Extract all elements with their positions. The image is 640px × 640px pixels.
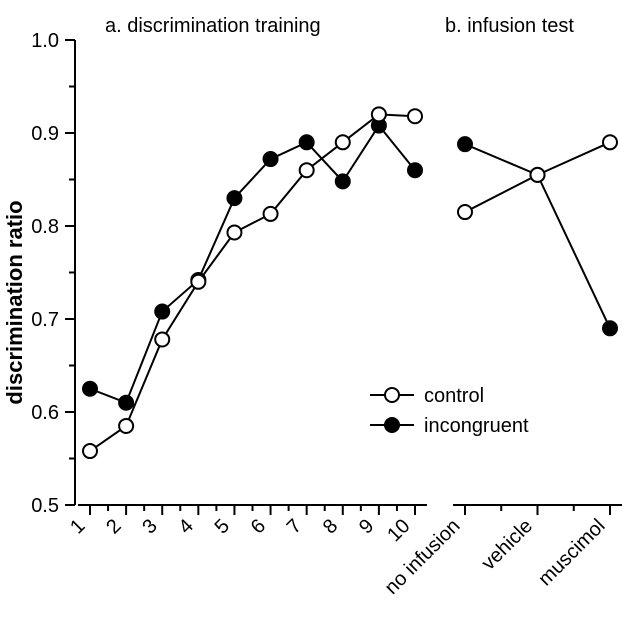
series-b-control-marker bbox=[603, 135, 617, 149]
series-a-incongruent-marker bbox=[83, 382, 97, 396]
chart-container: 0.5 0.6 0.7 0.8 0.9 1.0 discrimination ratio 12… bbox=[0, 0, 640, 640]
series-a-control-marker bbox=[155, 332, 169, 346]
x-tick-label-a: 8 bbox=[319, 515, 342, 538]
legend-marker-icon bbox=[385, 388, 399, 402]
x-tick-label-a: 4 bbox=[174, 515, 197, 538]
x-tick-label-a: 5 bbox=[211, 515, 234, 538]
legend-label: incongruent bbox=[424, 415, 529, 437]
y-tick-label: 0.9 bbox=[31, 123, 59, 145]
series-a-incongruent-marker bbox=[264, 152, 278, 166]
series-a-control-marker bbox=[408, 109, 422, 123]
series-a-incongruent-line bbox=[90, 126, 415, 403]
panel-a-title: a. discrimination training bbox=[105, 15, 321, 37]
legend-label: control bbox=[424, 385, 484, 407]
panel-b-title: b. infusion test bbox=[445, 15, 574, 37]
legend-marker-icon bbox=[385, 418, 399, 432]
chart-svg: 0.5 0.6 0.7 0.8 0.9 1.0 discrimination ratio 12… bbox=[0, 0, 640, 640]
series-a-control-marker bbox=[264, 207, 278, 221]
series-b-control-marker bbox=[458, 205, 472, 219]
x-tick-label-a: 3 bbox=[138, 515, 161, 538]
x-tick-label-a: 10 bbox=[383, 515, 414, 546]
y-tick-label: 0.5 bbox=[31, 495, 59, 517]
series-a-incongruent-marker bbox=[227, 191, 241, 205]
y-axis-label: discrimination ratio bbox=[2, 200, 27, 404]
x-tick-label-a: 7 bbox=[283, 515, 306, 538]
series-a-control-marker bbox=[83, 444, 97, 458]
y-tick-label: 1.0 bbox=[31, 30, 59, 52]
x-tick-label-b: vehicle bbox=[477, 515, 537, 575]
x-tick-label-b: muscimol bbox=[534, 515, 609, 590]
x-tick-label-a: 2 bbox=[102, 515, 125, 538]
x-tick-label-a: 9 bbox=[355, 515, 378, 538]
series-b-incongruent-marker bbox=[458, 137, 472, 151]
series-a-control-marker bbox=[227, 226, 241, 240]
x-tick-label-a: 6 bbox=[247, 515, 270, 538]
series-a-incongruent-marker bbox=[408, 163, 422, 177]
y-tick-label: 0.7 bbox=[31, 309, 59, 331]
series-a-incongruent-marker bbox=[300, 135, 314, 149]
y-tick-label: 0.6 bbox=[31, 402, 59, 424]
series-a-control-marker bbox=[372, 107, 386, 121]
series-a-incongruent-marker bbox=[155, 305, 169, 319]
series-a-control-line bbox=[90, 114, 415, 451]
series-a-control-marker bbox=[336, 135, 350, 149]
x-tick-label-a: 1 bbox=[66, 515, 89, 538]
y-tick-label: 0.8 bbox=[31, 216, 59, 238]
series-a-control-marker bbox=[119, 419, 133, 433]
series-a-incongruent-marker bbox=[119, 396, 133, 410]
series-a-control-marker bbox=[191, 275, 205, 289]
series-b-control-marker bbox=[531, 168, 545, 182]
series-a-control-marker bbox=[300, 163, 314, 177]
series-b-incongruent-marker bbox=[603, 321, 617, 335]
series-a-incongruent-marker bbox=[336, 174, 350, 188]
